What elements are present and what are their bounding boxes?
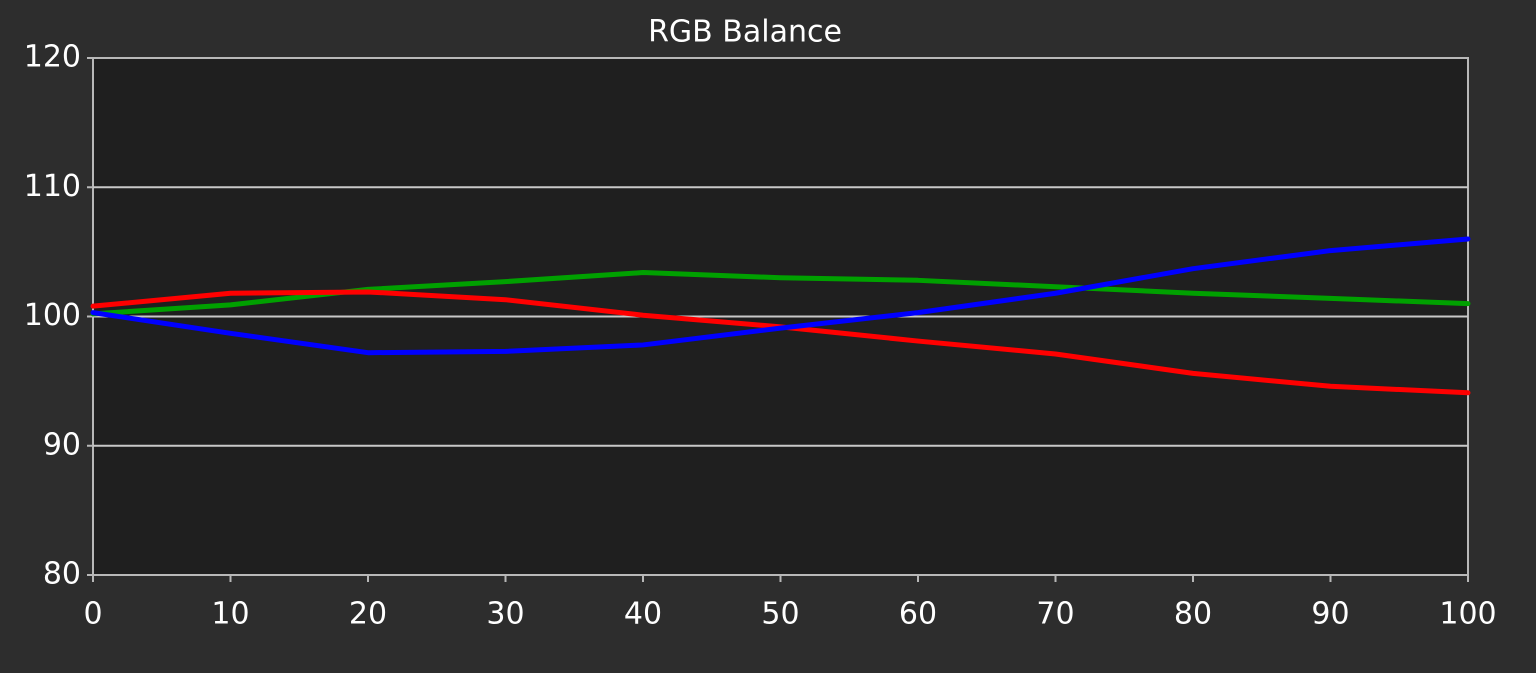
y-tick-label: 120: [24, 40, 81, 75]
y-tick-label: 100: [24, 298, 81, 333]
x-tick-label: 20: [349, 597, 387, 632]
y-tick-label: 110: [24, 169, 81, 204]
y-tick-label: 80: [43, 557, 81, 592]
x-tick-label: 100: [1439, 597, 1496, 632]
x-tick-label: 0: [83, 597, 102, 632]
x-tick-label: 90: [1311, 597, 1349, 632]
y-tick-label: 90: [43, 427, 81, 462]
x-tick-label: 60: [899, 597, 937, 632]
x-tick-label: 10: [211, 597, 249, 632]
x-tick-label: 50: [761, 597, 799, 632]
data-line: [90, 236, 1471, 356]
x-tick-label: 30: [486, 597, 524, 632]
x-tick-label: 70: [1036, 597, 1074, 632]
x-tick-label: 80: [1174, 597, 1212, 632]
x-tick-label: 40: [624, 597, 662, 632]
chart-title: RGB Balance: [648, 15, 842, 50]
